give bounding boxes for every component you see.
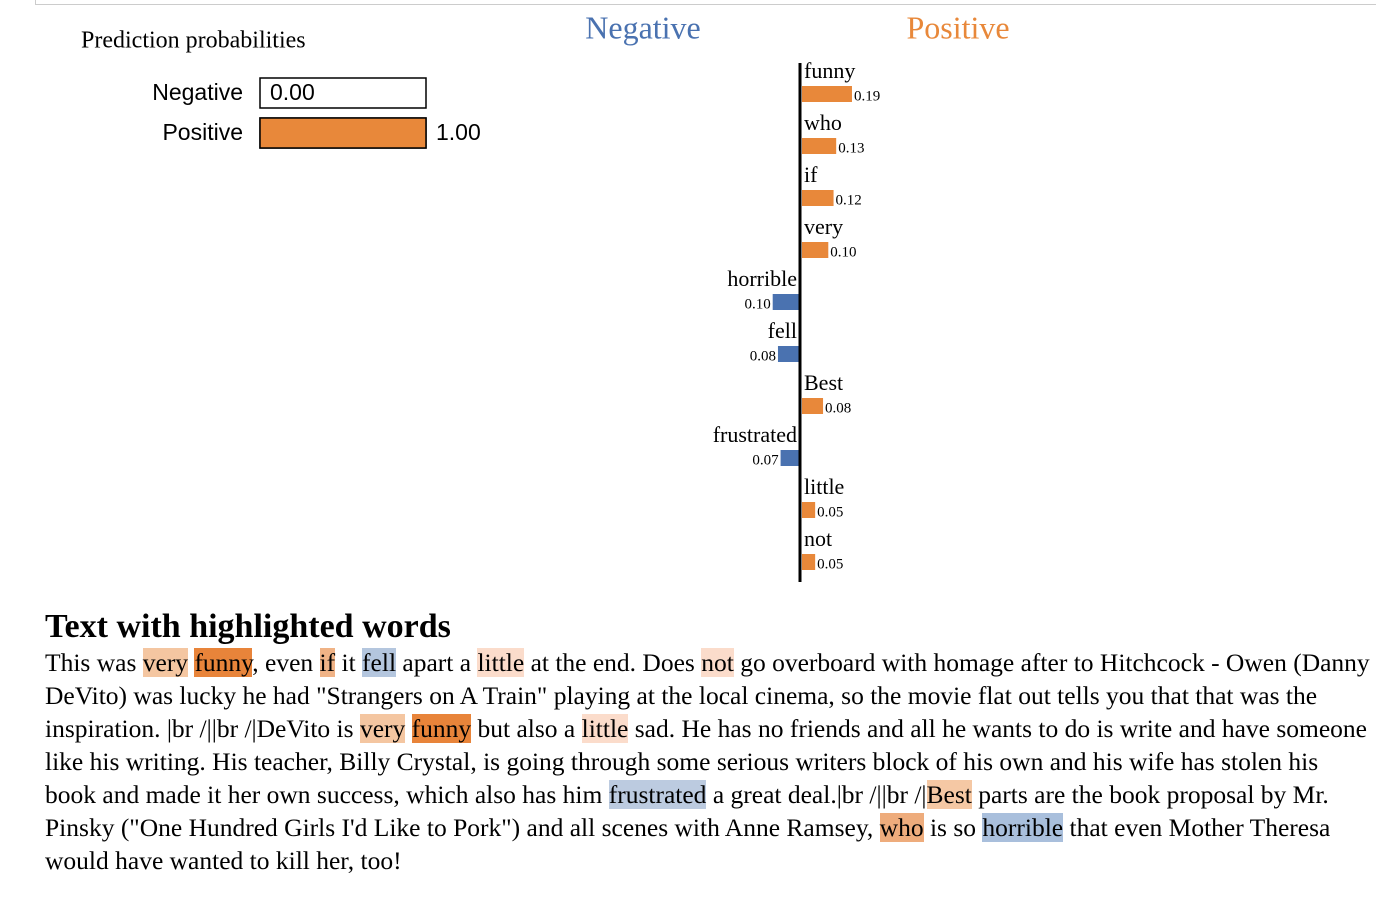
value-label: 0.13 (838, 140, 864, 156)
feature-label: fell (768, 318, 797, 343)
bar (802, 398, 824, 414)
highlighted-word: if (319, 648, 336, 677)
feature-label: Best (804, 370, 843, 395)
text-run: go overboard with homage after to Hitchc… (45, 648, 1370, 743)
bar (259, 117, 427, 149)
bar (802, 138, 837, 154)
text-run: a great deal.|br /||br /| (706, 780, 927, 809)
text-run: , even (252, 648, 320, 677)
feature-label: little (804, 474, 844, 499)
highlighted-word: very (359, 714, 406, 743)
category-label: Negative (152, 79, 243, 105)
highlighted-word: not (701, 648, 734, 677)
chart-title: Prediction probabilities (81, 28, 306, 54)
highlighted-word: funny (411, 714, 472, 743)
value-label: 1.00 (436, 119, 481, 145)
series-header: Positive (906, 9, 1009, 45)
text-section: Text with highlighted words This was ver… (45, 608, 1375, 877)
feature-label: if (804, 162, 818, 187)
text-run: at the end. Does (524, 648, 702, 677)
frame (35, 0, 1376, 5)
bar (802, 502, 816, 518)
feature-label: frustrated (713, 422, 797, 447)
highlighted-word: very (142, 648, 189, 677)
bar (777, 346, 799, 362)
section-title: Text with highlighted words (45, 608, 451, 645)
highlighted-word: funny (194, 648, 253, 677)
highlighted-word: frustrated (608, 780, 707, 809)
text-run: This was (45, 648, 143, 677)
text-run: is so (923, 813, 983, 842)
highlighted-word: fell (362, 648, 397, 677)
highlighted-word: who (879, 813, 924, 842)
value-label: 0.00 (270, 79, 315, 105)
feature-label: who (804, 110, 842, 135)
bar (780, 450, 799, 466)
text-run: it (335, 648, 363, 677)
paragraph: This was very funny, even if it fell apa… (45, 646, 1375, 877)
text-run (405, 714, 411, 743)
bar (802, 190, 834, 206)
value-label: 0.05 (817, 504, 843, 520)
text-run: but also a (471, 714, 582, 743)
highlighted-word: horrible (982, 813, 1064, 842)
charts: Prediction probabilities Negative 0.00 Pos… (81, 9, 1010, 582)
text-run: parts are the book proposal by Mr. Pinsk… (45, 780, 1329, 842)
category-label: Positive (162, 119, 243, 145)
series-header: Negative (585, 9, 701, 45)
value-label: 0.10 (830, 244, 856, 260)
highlighted-word: little (477, 648, 525, 677)
text-run: that even Mother Theresa would have want… (45, 813, 1331, 875)
value-label: 0.19 (854, 88, 880, 104)
text-run: apart a (396, 648, 478, 677)
value-label: 0.12 (836, 192, 862, 208)
value-label: 0.08 (750, 348, 776, 364)
bar-frame (259, 77, 427, 109)
feature-label: funny (804, 58, 855, 83)
text-run: sad. He has no friends and all he wants … (45, 714, 1367, 809)
value-label: 0.08 (825, 400, 851, 416)
highlighted-word: Best (926, 780, 972, 809)
bar (802, 242, 829, 258)
value-label: 0.07 (752, 452, 779, 468)
value-label: 0.05 (817, 556, 843, 572)
feature-label: very (804, 214, 843, 239)
bar (802, 86, 852, 102)
feature-label: not (804, 526, 832, 551)
highlighted-word: little (581, 714, 629, 743)
value-label: 0.10 (744, 296, 770, 312)
bar (802, 554, 816, 570)
feature-label: horrible (727, 266, 797, 291)
bar (772, 294, 799, 310)
